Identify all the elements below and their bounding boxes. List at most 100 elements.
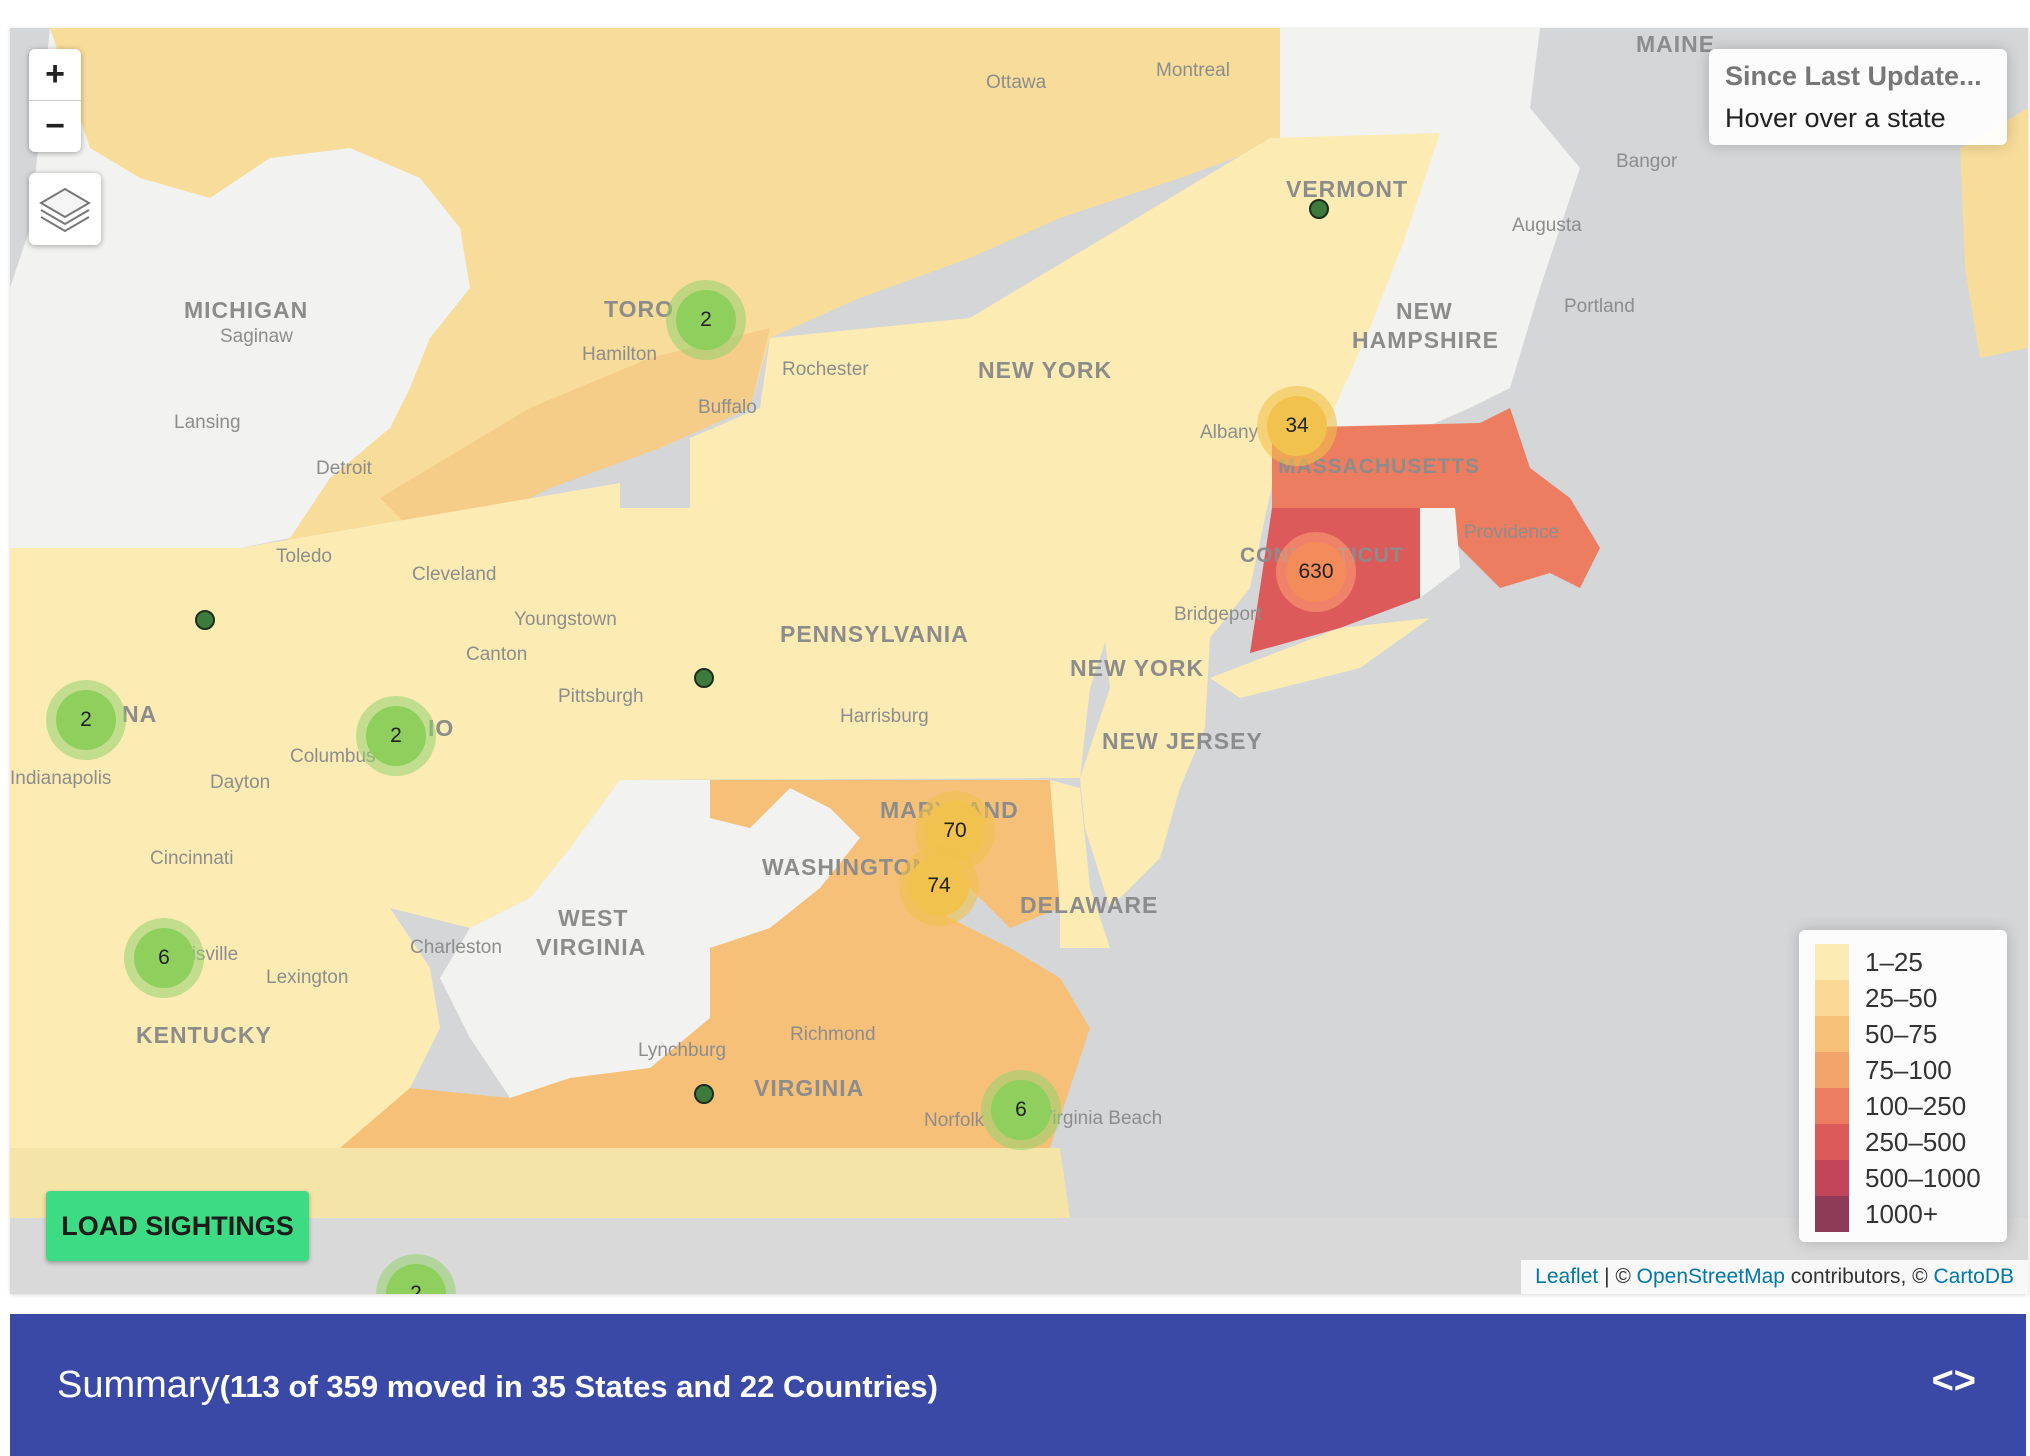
state-label-toronto-partial: TORO <box>604 296 674 322</box>
michigan-region[interactable] <box>10 28 470 548</box>
massachusetts-region[interactable] <box>1272 408 1600 588</box>
marker-cluster[interactable]: 74 <box>899 846 979 926</box>
kentucky-region[interactable] <box>10 848 440 1148</box>
city-label: Richmond <box>790 1024 876 1045</box>
openstreetmap-link[interactable]: OpenStreetMap <box>1636 1265 1785 1288</box>
city-label: Toledo <box>276 546 332 567</box>
legend-label: 1–25 <box>1865 947 1923 977</box>
map-attribution: Leaflet | © OpenStreetMap contributors, … <box>1521 1260 2028 1294</box>
state-label-virginia: VIRGINIA <box>754 1075 864 1101</box>
virginia-region[interactable] <box>340 838 1090 1148</box>
legend-label: 250–500 <box>1865 1127 1967 1157</box>
legend-swatch <box>1815 1196 1849 1232</box>
city-label: Hamilton <box>582 344 657 365</box>
state-label-kentucky: KENTUCKY <box>136 1022 272 1048</box>
map-container[interactable]: MICHIGAN NEW YORK VERMONT NEW HAMPSHIRE … <box>10 28 2028 1294</box>
marker-cluster[interactable]: 6 <box>124 918 204 998</box>
marker-cluster[interactable]: 2 <box>46 680 126 760</box>
new-jersey-region[interactable] <box>1080 588 1210 908</box>
summary-title: Summary(113 of 359 moved in 35 States an… <box>57 1364 938 1407</box>
city-label: Augusta <box>1512 215 1582 236</box>
legend-swatch <box>1815 1052 1849 1088</box>
city-label: Buffalo <box>698 397 757 418</box>
marker-cluster[interactable]: 6 <box>981 1070 1061 1150</box>
cluster-count: 6 <box>134 928 194 988</box>
legend-swatch <box>1815 1016 1849 1052</box>
zoom-control: + − <box>29 49 81 152</box>
summary-bar[interactable]: Summary(113 of 359 moved in 35 States an… <box>10 1314 2026 1456</box>
zoom-out-button[interactable]: − <box>29 100 81 152</box>
info-title: Since Last Update... <box>1725 61 1982 91</box>
legend-label: 1000+ <box>1865 1199 1939 1229</box>
legend-swatch <box>1815 1124 1849 1160</box>
delaware-region[interactable] <box>1050 780 1110 948</box>
sighting-marker[interactable] <box>694 1084 714 1104</box>
city-label: Harrisburg <box>840 706 929 727</box>
state-label-vermont: VERMONT <box>1286 176 1408 202</box>
marker-cluster[interactable]: 34 <box>1257 386 1337 466</box>
leaflet-link[interactable]: Leaflet <box>1535 1265 1599 1288</box>
marker-cluster[interactable]: 2 <box>356 696 436 776</box>
indiana-region[interactable] <box>10 548 240 928</box>
cartodb-link[interactable]: CartoDB <box>1933 1265 2014 1288</box>
ohio-region[interactable] <box>240 483 620 928</box>
city-label: Cincinnati <box>150 848 233 869</box>
info-panel: Since Last Update... Hover over a state <box>1709 49 2007 145</box>
state-label-new: NEW <box>1396 298 1453 324</box>
cluster-count: 630 <box>1286 542 1346 602</box>
info-subtitle: Hover over a state <box>1725 103 1946 133</box>
city-label: Norfolk <box>924 1110 985 1131</box>
city-label: Lexington <box>266 967 348 988</box>
city-label: Cleveland <box>412 564 497 585</box>
zoom-in-button[interactable]: + <box>45 55 65 93</box>
cluster-count: 2 <box>676 290 736 350</box>
city-label: Bridgeport <box>1174 604 1262 625</box>
rhode-island-region[interactable] <box>1420 508 1460 598</box>
city-label: Rochester <box>782 359 869 380</box>
sighting-marker[interactable] <box>195 610 215 630</box>
sighting-marker[interactable] <box>1309 199 1329 219</box>
city-label: Providence <box>1464 522 1559 543</box>
state-label-massachusetts: MASSACHUSETTS <box>1278 455 1480 478</box>
attribution-text: contributors, © <box>1784 1265 1934 1288</box>
legend-swatch <box>1815 1160 1849 1196</box>
cluster-count: 34 <box>1267 396 1327 456</box>
legend-swatch <box>1815 1088 1849 1124</box>
city-label: Lansing <box>174 412 241 433</box>
layers-button[interactable] <box>29 173 101 245</box>
legend: 1–25 25–50 50–75 75–100 100–250 250–500 … <box>1799 930 2007 1242</box>
marker-cluster[interactable]: 630 <box>1276 532 1356 612</box>
west-virginia-region[interactable] <box>440 780 860 1098</box>
city-label: Youngstown <box>514 609 617 630</box>
legend-label: 75–100 <box>1865 1055 1952 1085</box>
cluster-count: 2 <box>56 690 116 750</box>
city-label: Albany <box>1200 422 1259 443</box>
pennsylvania-region[interactable] <box>620 508 1130 780</box>
city-label: Montreal <box>1156 60 1230 81</box>
cluster-count: 6 <box>991 1080 1051 1140</box>
code-icon[interactable]: <> <box>1931 1360 1976 1402</box>
city-label: Canton <box>466 644 527 665</box>
legend-swatch <box>1815 980 1849 1016</box>
state-label-new-york-city: NEW YORK <box>1070 655 1204 681</box>
map-base: MICHIGAN NEW YORK VERMONT NEW HAMPSHIRE … <box>10 28 2028 1294</box>
summary-detail: (113 of 359 moved in 35 States and 22 Co… <box>219 1369 938 1404</box>
new-york-region[interactable] <box>690 138 1280 648</box>
summary-label: Summary <box>57 1364 220 1406</box>
city-label: Bangor <box>1616 151 1678 172</box>
city-label: Charleston <box>410 937 502 958</box>
state-label-virginia-wv: VIRGINIA <box>536 934 646 960</box>
legend-label: 500–1000 <box>1865 1163 1981 1193</box>
cluster-count: 2 <box>386 1264 446 1294</box>
state-label-indiana-partial: NA <box>122 701 157 727</box>
city-label: Virginia Beach <box>1040 1108 1162 1129</box>
city-label: Lynchburg <box>638 1040 726 1061</box>
load-sightings-button[interactable]: LOAD SIGHTINGS <box>46 1191 309 1261</box>
cluster-count: 74 <box>909 856 969 916</box>
legend-label: 100–250 <box>1865 1091 1967 1121</box>
marker-cluster[interactable]: 2 <box>666 280 746 360</box>
sighting-marker[interactable] <box>694 668 714 688</box>
city-label: Ottawa <box>986 72 1047 93</box>
city-label: Detroit <box>316 458 373 479</box>
state-label-new-jersey: NEW JERSEY <box>1102 728 1263 754</box>
